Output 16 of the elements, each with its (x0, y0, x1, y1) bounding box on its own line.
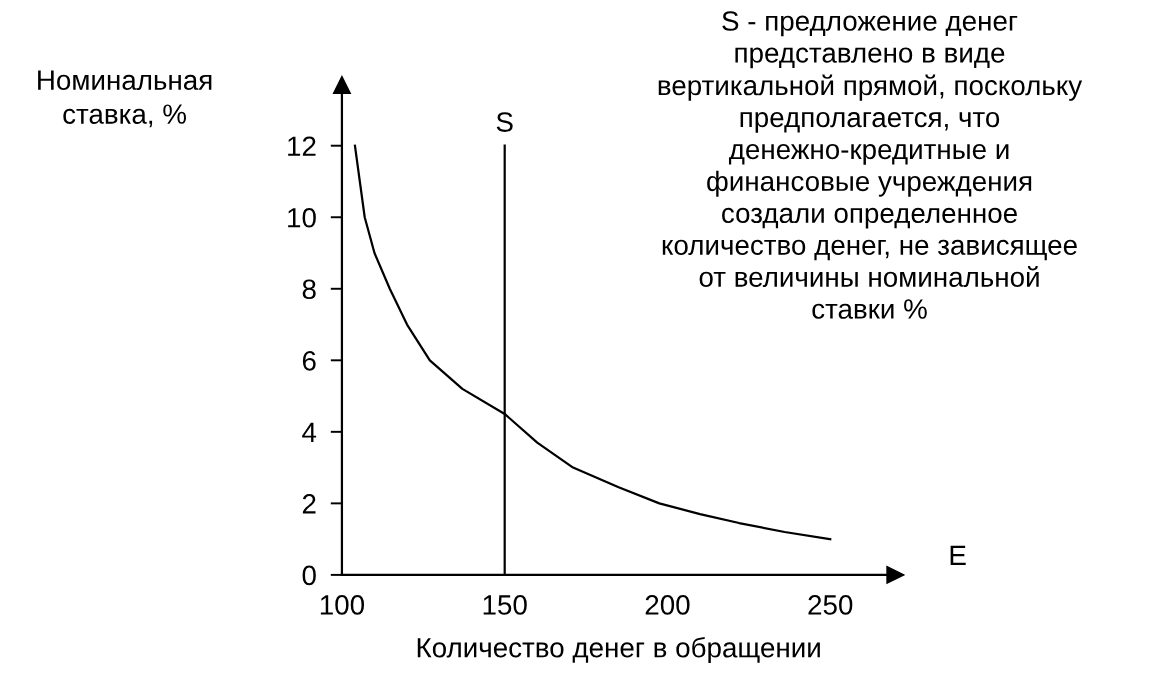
y-tick-label: 8 (302, 279, 316, 300)
y-tick-label: 2 (302, 494, 316, 514)
x-tick-label: 100 (320, 595, 365, 615)
x-axis-title: Количество денег в обращении (417, 636, 820, 664)
y-tick-label: 12 (288, 136, 316, 156)
text: S - предложение денег представлено в виде вертикальной прямой, поскольку предполагается, что денежно-кредитные и финансовые учреждения создали определенное количество денег, не зависящее от величины номинальной ставки % (658, 11, 1083, 319)
y-tick-label: 4 (302, 422, 317, 442)
y-tick-label: 0 (302, 565, 316, 586)
x-tick-label: 200 (645, 595, 690, 615)
x-tick-label: 150 (483, 595, 527, 615)
y-tick-label: 10 (288, 207, 316, 228)
x-tick-label: 250 (808, 595, 853, 615)
y-tick-label: 6 (302, 350, 316, 371)
series-label: S (496, 112, 513, 132)
text: E (950, 545, 966, 565)
y-axis-title: Номинальная ставка, % (38, 70, 212, 128)
